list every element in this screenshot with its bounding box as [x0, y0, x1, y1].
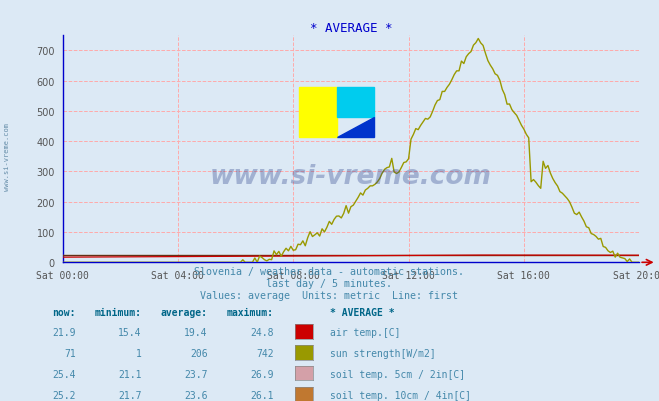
Text: www.si-vreme.com: www.si-vreme.com: [3, 122, 10, 190]
Text: Values: average  Units: metric  Line: first: Values: average Units: metric Line: firs…: [200, 291, 459, 301]
Text: www.si-vreme.com: www.si-vreme.com: [210, 164, 492, 190]
Text: maximum:: maximum:: [227, 307, 273, 317]
Text: 23.6: 23.6: [184, 390, 208, 400]
Text: 206: 206: [190, 348, 208, 358]
Text: 15.4: 15.4: [118, 328, 142, 338]
Text: 25.2: 25.2: [52, 390, 76, 400]
Text: 1: 1: [136, 348, 142, 358]
Text: 19.4: 19.4: [184, 328, 208, 338]
Text: 21.7: 21.7: [118, 390, 142, 400]
Text: 742: 742: [256, 348, 273, 358]
Text: Slovenia / weather data - automatic stations.: Slovenia / weather data - automatic stat…: [194, 267, 465, 277]
Text: last day / 5 minutes.: last day / 5 minutes.: [266, 279, 393, 289]
Text: 26.9: 26.9: [250, 369, 273, 379]
Text: 26.1: 26.1: [250, 390, 273, 400]
Text: now:: now:: [52, 307, 76, 317]
Text: * AVERAGE *: * AVERAGE *: [330, 307, 394, 317]
Text: 71: 71: [64, 348, 76, 358]
Text: air temp.[C]: air temp.[C]: [330, 328, 400, 338]
Bar: [299, 88, 337, 138]
Text: sun strength[W/m2]: sun strength[W/m2]: [330, 348, 435, 358]
Text: soil temp. 10cm / 4in[C]: soil temp. 10cm / 4in[C]: [330, 390, 471, 400]
Text: 24.8: 24.8: [250, 328, 273, 338]
Text: 23.7: 23.7: [184, 369, 208, 379]
Text: soil temp. 5cm / 2in[C]: soil temp. 5cm / 2in[C]: [330, 369, 465, 379]
Title: * AVERAGE *: * AVERAGE *: [310, 22, 392, 35]
Text: minimum:: minimum:: [95, 307, 142, 317]
Text: average:: average:: [161, 307, 208, 317]
Polygon shape: [337, 118, 374, 138]
Bar: [337, 88, 374, 118]
Text: 21.9: 21.9: [52, 328, 76, 338]
Text: 21.1: 21.1: [118, 369, 142, 379]
Text: 25.4: 25.4: [52, 369, 76, 379]
